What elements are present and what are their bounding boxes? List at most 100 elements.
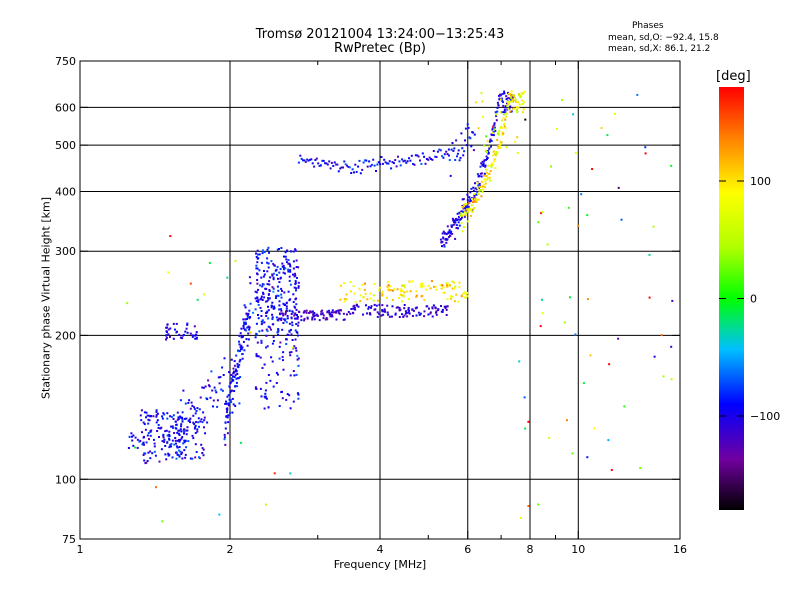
y-tick-label: 400: [55, 185, 76, 198]
data-point: [282, 322, 285, 324]
data-point: [294, 249, 297, 252]
data-point: [519, 516, 522, 519]
data-point: [285, 398, 288, 401]
data-point: [416, 154, 419, 157]
data-point: [263, 363, 266, 366]
data-point: [266, 261, 269, 264]
data-point: [500, 125, 503, 128]
data-point: [244, 318, 247, 321]
data-point: [255, 252, 257, 255]
data-point: [191, 334, 194, 337]
data-point: [293, 305, 296, 308]
data-point: [331, 315, 334, 318]
data-point: [228, 386, 231, 389]
data-point: [276, 248, 279, 251]
data-point: [550, 165, 552, 168]
data-point: [325, 317, 328, 319]
data-point: [195, 337, 198, 340]
data-point: [350, 308, 353, 310]
data-point: [427, 158, 430, 161]
data-point: [179, 336, 182, 339]
data-point: [246, 326, 249, 329]
data-point: [499, 146, 502, 149]
data-point: [283, 266, 285, 269]
data-point: [423, 315, 426, 318]
data-point: [586, 214, 589, 217]
data-point: [293, 345, 296, 348]
data-point: [314, 159, 317, 161]
data-point: [231, 411, 234, 414]
data-point: [577, 224, 580, 227]
data-point: [297, 321, 300, 324]
data-point: [468, 200, 471, 203]
data-point: [181, 334, 184, 337]
data-point: [187, 440, 190, 443]
data-point: [349, 280, 352, 283]
data-point: [373, 303, 376, 306]
data-point: [454, 237, 457, 240]
data-point: [184, 330, 187, 333]
data-point: [287, 268, 290, 271]
data-point: [403, 314, 406, 317]
data-point: [233, 364, 236, 367]
data-point: [297, 161, 300, 164]
data-point: [493, 160, 496, 163]
y-tick-label: 300: [55, 245, 76, 258]
data-point: [282, 268, 285, 271]
data-point: [463, 211, 466, 214]
data-point: [349, 312, 352, 315]
data-point: [480, 172, 483, 175]
data-point: [194, 426, 197, 429]
data-point: [181, 451, 184, 454]
data-point: [434, 155, 437, 158]
data-point: [175, 457, 178, 460]
data-point: [389, 289, 392, 292]
data-point: [494, 167, 497, 170]
data-point: [404, 310, 407, 313]
data-point: [247, 338, 250, 341]
chart-subtitle: RwPretec (Bp): [333, 41, 427, 56]
data-point: [489, 138, 492, 141]
data-point: [469, 214, 472, 217]
data-point: [453, 221, 455, 224]
data-point: [279, 268, 282, 270]
data-point: [408, 298, 410, 301]
data-point: [434, 307, 437, 310]
data-point: [343, 298, 346, 300]
data-point: [446, 153, 449, 156]
colorbar-tick-label: 0: [750, 293, 757, 306]
data-point: [145, 416, 147, 419]
data-point: [191, 434, 194, 437]
data-point: [379, 163, 382, 166]
data-point: [488, 147, 491, 150]
data-point: [463, 204, 466, 207]
data-point: [298, 311, 301, 313]
data-point: [332, 164, 335, 167]
data-point: [296, 354, 299, 357]
data-point: [233, 390, 236, 392]
data-point: [178, 429, 181, 432]
data-point: [183, 432, 185, 435]
data-point: [141, 431, 143, 434]
data-point: [174, 439, 177, 442]
data-point: [613, 112, 616, 115]
data-point: [272, 385, 275, 388]
data-point: [226, 432, 229, 435]
data-point: [277, 289, 280, 292]
data-point: [496, 151, 499, 154]
data-point: [491, 162, 494, 165]
data-point: [326, 318, 329, 321]
data-point: [343, 282, 345, 285]
data-point: [207, 384, 210, 387]
data-point: [509, 110, 512, 113]
data-point: [403, 159, 406, 162]
data-point: [232, 403, 235, 406]
data-point: [321, 159, 324, 162]
data-point: [297, 397, 300, 400]
data-point: [328, 313, 331, 316]
data-point: [488, 145, 491, 148]
data-point: [415, 306, 418, 309]
data-point: [178, 438, 180, 441]
data-point: [336, 163, 339, 166]
